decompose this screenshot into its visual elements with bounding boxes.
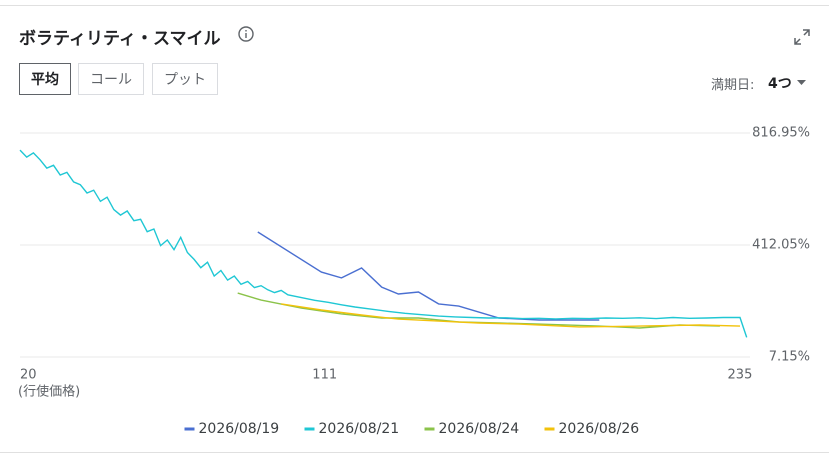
dropdown-caret[interactable] (797, 80, 806, 86)
info-icon[interactable] (238, 26, 254, 42)
tab-average[interactable]: 平均 (19, 63, 71, 95)
tab-call[interactable]: コール (78, 63, 144, 95)
expiry-dropdown[interactable]: 4つ (768, 76, 792, 92)
tab-put[interactable]: プット (152, 63, 218, 95)
expiry-label: 満期日: (711, 78, 755, 93)
card-title: ボラティリティ・スマイル (19, 29, 221, 49)
card (0, 5, 829, 453)
expand-icon[interactable] (793, 28, 811, 46)
